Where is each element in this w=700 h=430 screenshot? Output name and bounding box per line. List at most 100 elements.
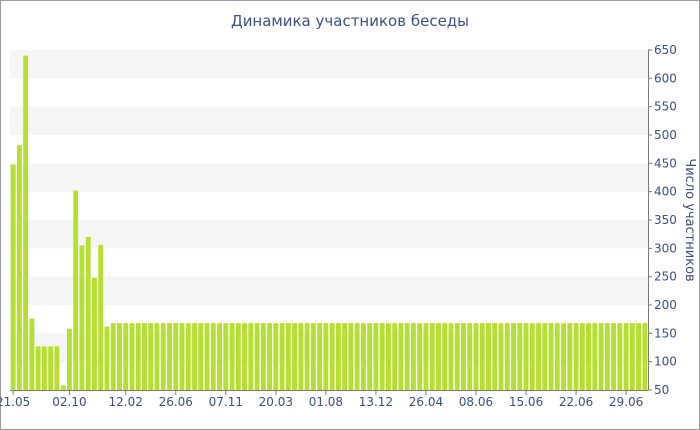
y-tick-label: 200 bbox=[654, 298, 677, 312]
bar bbox=[198, 323, 204, 390]
bar bbox=[29, 318, 35, 390]
x-tick-label: 01.08 bbox=[309, 395, 343, 409]
bar bbox=[210, 323, 216, 390]
bar bbox=[323, 323, 329, 390]
bar bbox=[154, 323, 160, 390]
bar bbox=[467, 323, 473, 390]
bar bbox=[511, 323, 516, 390]
x-tick-label: 29.06 bbox=[609, 395, 643, 409]
bar bbox=[348, 323, 354, 390]
bar bbox=[273, 323, 279, 390]
bar bbox=[367, 323, 373, 390]
bar bbox=[529, 323, 535, 390]
y-tick-label: 500 bbox=[654, 128, 677, 142]
y-tick-label: 350 bbox=[654, 213, 677, 227]
grid-band bbox=[10, 106, 648, 135]
bar bbox=[473, 323, 479, 390]
bar bbox=[492, 323, 498, 390]
bar bbox=[379, 323, 385, 390]
bar bbox=[373, 323, 379, 390]
bar bbox=[504, 323, 510, 390]
bar bbox=[23, 55, 29, 391]
bar bbox=[623, 323, 629, 390]
bar bbox=[360, 323, 366, 390]
bar bbox=[260, 323, 266, 390]
bar bbox=[66, 328, 72, 390]
bar bbox=[16, 145, 22, 390]
grid-bands bbox=[10, 50, 648, 362]
bar bbox=[248, 323, 254, 390]
x-tick-label: 07.11 bbox=[209, 395, 243, 409]
bar bbox=[404, 323, 410, 390]
y-tick-label: 100 bbox=[654, 355, 677, 369]
x-tick-label: 26.04 bbox=[409, 395, 443, 409]
bar bbox=[254, 323, 260, 390]
bar bbox=[10, 164, 16, 390]
bar bbox=[398, 323, 404, 390]
bar bbox=[173, 323, 179, 390]
x-tick-label: 22.06 bbox=[559, 395, 593, 409]
x-tick-label: 20.03 bbox=[259, 395, 293, 409]
bars bbox=[10, 55, 648, 391]
y-tick-label: 250 bbox=[654, 270, 677, 284]
y-axis: 50 100 150 200 250 300 350 400 450 500 550 600 650 bbox=[648, 43, 677, 397]
bar bbox=[92, 277, 97, 390]
bar bbox=[98, 244, 104, 390]
bar bbox=[442, 323, 448, 390]
bar bbox=[561, 323, 566, 390]
y-tick-label: 550 bbox=[654, 100, 677, 114]
bar bbox=[79, 245, 85, 390]
bar bbox=[160, 323, 166, 390]
bar bbox=[185, 323, 191, 390]
bar bbox=[85, 237, 91, 390]
bar bbox=[110, 323, 116, 390]
bar bbox=[429, 323, 435, 390]
y-axis-label: Число участников bbox=[682, 158, 697, 281]
bar bbox=[573, 323, 579, 390]
grid-band bbox=[10, 163, 648, 192]
bar bbox=[192, 323, 197, 390]
bar bbox=[135, 323, 141, 390]
bar bbox=[617, 323, 623, 390]
bar bbox=[235, 323, 241, 390]
bar bbox=[598, 323, 604, 390]
x-tick-label: 13.12 bbox=[359, 395, 393, 409]
bar bbox=[292, 323, 298, 390]
bar bbox=[41, 346, 47, 390]
bar bbox=[73, 190, 79, 390]
bar bbox=[517, 323, 523, 390]
x-tick-label: 12.02 bbox=[109, 395, 143, 409]
grid-band bbox=[10, 333, 648, 362]
bar bbox=[461, 323, 466, 390]
bar bbox=[129, 323, 135, 390]
bar bbox=[592, 323, 598, 390]
y-tick-label: 450 bbox=[654, 156, 677, 170]
bar bbox=[223, 323, 229, 390]
grid-band bbox=[10, 220, 648, 249]
x-tick-label: 21.05 bbox=[0, 395, 30, 409]
bar bbox=[142, 323, 147, 390]
bar bbox=[579, 323, 585, 390]
grid-band bbox=[10, 276, 648, 305]
bar bbox=[317, 323, 323, 390]
y-tick-label: 50 bbox=[654, 383, 669, 397]
bar bbox=[436, 323, 441, 390]
bar bbox=[554, 323, 560, 390]
bar bbox=[486, 323, 491, 390]
y-tick-label: 150 bbox=[654, 326, 677, 340]
y-tick-label: 650 bbox=[654, 43, 677, 57]
x-tick-label: 26.06 bbox=[159, 395, 193, 409]
bar bbox=[298, 323, 304, 390]
grid-band bbox=[10, 50, 648, 79]
y-tick-label: 400 bbox=[654, 185, 677, 199]
bar bbox=[498, 323, 504, 390]
bar bbox=[148, 323, 154, 390]
bar bbox=[423, 323, 429, 390]
bar bbox=[454, 323, 460, 390]
bar bbox=[354, 323, 360, 390]
bar bbox=[117, 323, 122, 390]
bar bbox=[279, 323, 285, 390]
x-tick-label: 02.10 bbox=[52, 395, 86, 409]
bar bbox=[411, 323, 416, 390]
bar bbox=[267, 323, 273, 390]
